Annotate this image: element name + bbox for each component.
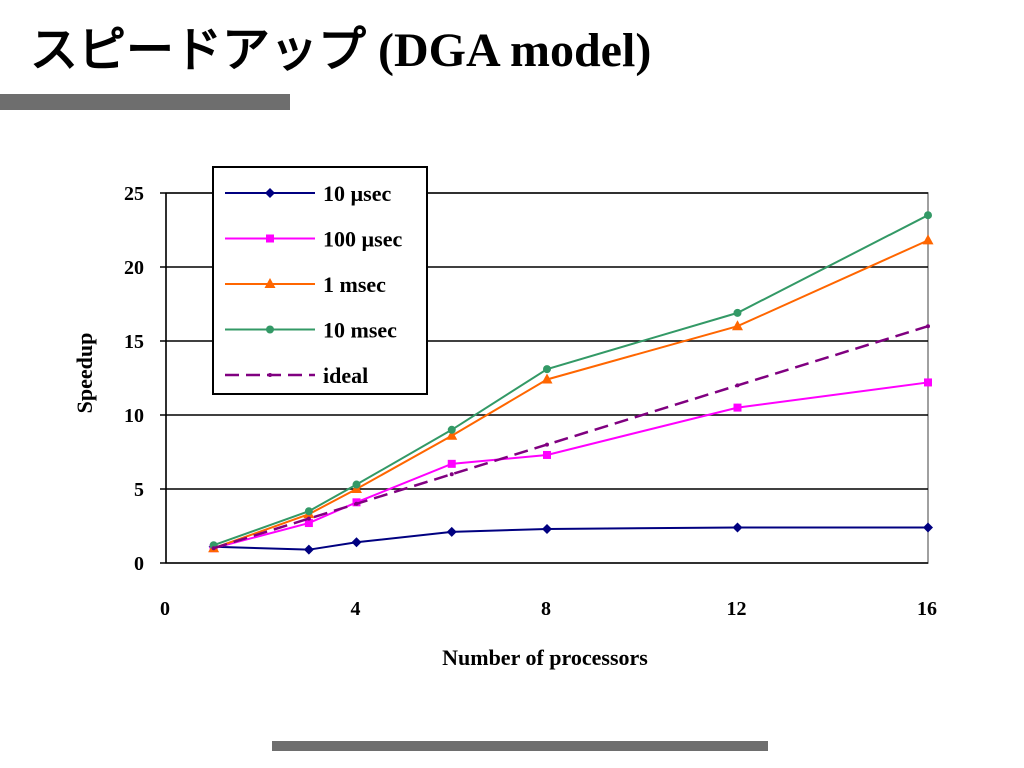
data-point-100-sec-1: [304, 519, 313, 528]
data-point-1-msec-6: [922, 234, 934, 245]
legend-item-10-msec: 10 msec: [225, 318, 397, 343]
legend-marker-100-sec: [266, 234, 274, 243]
data-point-10-sec-5: [732, 522, 743, 533]
x-tick-label-16: 16: [917, 598, 937, 620]
legend-marker-1-msec: [264, 278, 276, 288]
y-axis-label: Speedup: [72, 333, 97, 414]
x-tick-label-8: 8: [541, 598, 551, 620]
x-tick-label-0: 0: [160, 598, 170, 620]
series-ideal: [211, 324, 930, 551]
data-point-1-msec-5: [732, 320, 743, 331]
y-tick-label-15: 15: [124, 331, 144, 353]
data-point-100-sec-6: [924, 378, 932, 387]
legend-label-10-sec: 10 µsec: [323, 181, 392, 206]
series-group: [208, 211, 934, 555]
data-point-ideal-6: [926, 324, 930, 329]
data-point-1-msec-4: [541, 373, 553, 384]
data-point-100-sec-4: [543, 450, 551, 459]
legend-marker-ideal: [268, 373, 272, 377]
slide-title: スピードアップ (DGA model): [30, 24, 652, 77]
axes: [160, 192, 928, 564]
data-point-100-sec-3: [447, 459, 456, 468]
data-point-ideal-2: [354, 501, 359, 506]
y-tick-label-20: 20: [124, 257, 144, 279]
series-10-msec: [209, 211, 932, 550]
data-point-ideal-0: [211, 546, 216, 551]
data-point-10-sec-4: [542, 523, 552, 534]
x-axis-label: Number of processors: [442, 645, 648, 670]
data-point-10-sec-6: [923, 522, 933, 533]
data-point-10-msec-4: [543, 365, 551, 374]
data-point-10-sec-3: [446, 526, 457, 537]
data-point-10-sec-2: [351, 537, 362, 548]
title-underline-bar: [0, 94, 290, 110]
data-point-ideal-1: [306, 516, 311, 521]
y-tick-label-5: 5: [134, 479, 144, 501]
legend-item-ideal: ideal: [225, 363, 368, 388]
legend: 10 µsec 100 µsec 1 msec 10 msec ideal: [212, 166, 428, 395]
legend-label-ideal: ideal: [323, 363, 368, 388]
data-point-10-msec-2: [352, 480, 361, 489]
x-tick-label-4: 4: [351, 598, 361, 620]
data-point-10-msec-6: [924, 211, 932, 220]
legend-box: [212, 166, 428, 395]
data-point-10-sec-1: [303, 544, 314, 555]
legend-label-10-msec: 10 msec: [323, 318, 397, 343]
data-point-10-msec-3: [447, 425, 456, 434]
data-point-ideal-4: [545, 442, 549, 447]
data-point-10-msec-1: [304, 507, 313, 516]
y-tick-label-10: 10: [124, 405, 144, 427]
tick-labels: 0 5 10 15 20 25 0 4 8 12 16: [124, 183, 937, 620]
x-tick-label-12: 12: [727, 598, 747, 620]
data-point-100-sec-5: [733, 403, 742, 412]
legend-item-100-sec: 100 µsec: [225, 227, 403, 252]
legend-marker-10-msec: [266, 325, 274, 334]
bottom-decorative-bar: [272, 741, 768, 751]
data-point-ideal-3: [449, 472, 454, 477]
legend-item-10-sec: 10 µsec: [225, 181, 392, 206]
data-point-ideal-5: [735, 383, 740, 388]
data-point-1-msec-3: [446, 429, 458, 440]
legend-label-100-sec: 100 µsec: [323, 227, 403, 252]
y-tick-label-0: 0: [134, 553, 144, 575]
legend-marker-10-sec: [265, 188, 275, 198]
y-tick-label-25: 25: [124, 183, 144, 205]
data-point-10-msec-5: [733, 308, 742, 317]
legend-label-1-msec: 1 msec: [323, 272, 386, 297]
legend-item-1-msec: 1 msec: [225, 272, 386, 297]
